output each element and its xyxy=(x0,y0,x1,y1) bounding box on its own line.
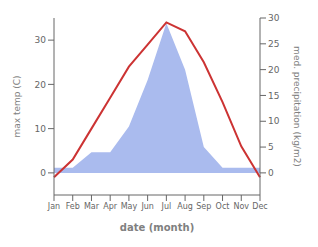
svg-text:max temp (C): max temp (C) xyxy=(12,75,22,137)
svg-text:0: 0 xyxy=(268,168,274,178)
svg-text:20: 20 xyxy=(35,80,47,90)
svg-text:10: 10 xyxy=(268,116,280,126)
svg-text:May: May xyxy=(121,202,138,211)
svg-text:Oct: Oct xyxy=(216,202,230,211)
svg-text:Apr: Apr xyxy=(103,202,118,211)
svg-text:Sep: Sep xyxy=(196,202,211,211)
svg-text:Aug: Aug xyxy=(177,202,193,211)
svg-text:Mar: Mar xyxy=(84,202,100,211)
svg-text:Nov: Nov xyxy=(233,202,249,211)
svg-text:Jun: Jun xyxy=(140,202,154,211)
svg-text:Feb: Feb xyxy=(66,202,80,211)
svg-text:25: 25 xyxy=(268,39,279,49)
svg-text:15: 15 xyxy=(268,91,279,101)
svg-text:30: 30 xyxy=(35,35,47,45)
svg-text:30: 30 xyxy=(268,13,280,23)
svg-text:5: 5 xyxy=(268,142,274,152)
svg-text:10: 10 xyxy=(35,124,47,134)
svg-text:Dec: Dec xyxy=(252,202,267,211)
svg-text:Jan: Jan xyxy=(47,202,60,211)
svg-text:date (month): date (month) xyxy=(120,222,194,233)
svg-text:0: 0 xyxy=(40,168,46,178)
svg-text:20: 20 xyxy=(268,65,280,75)
svg-text:Jul: Jul xyxy=(161,202,172,211)
svg-text:med. precipitation (kg/m2): med. precipitation (kg/m2) xyxy=(292,46,302,167)
